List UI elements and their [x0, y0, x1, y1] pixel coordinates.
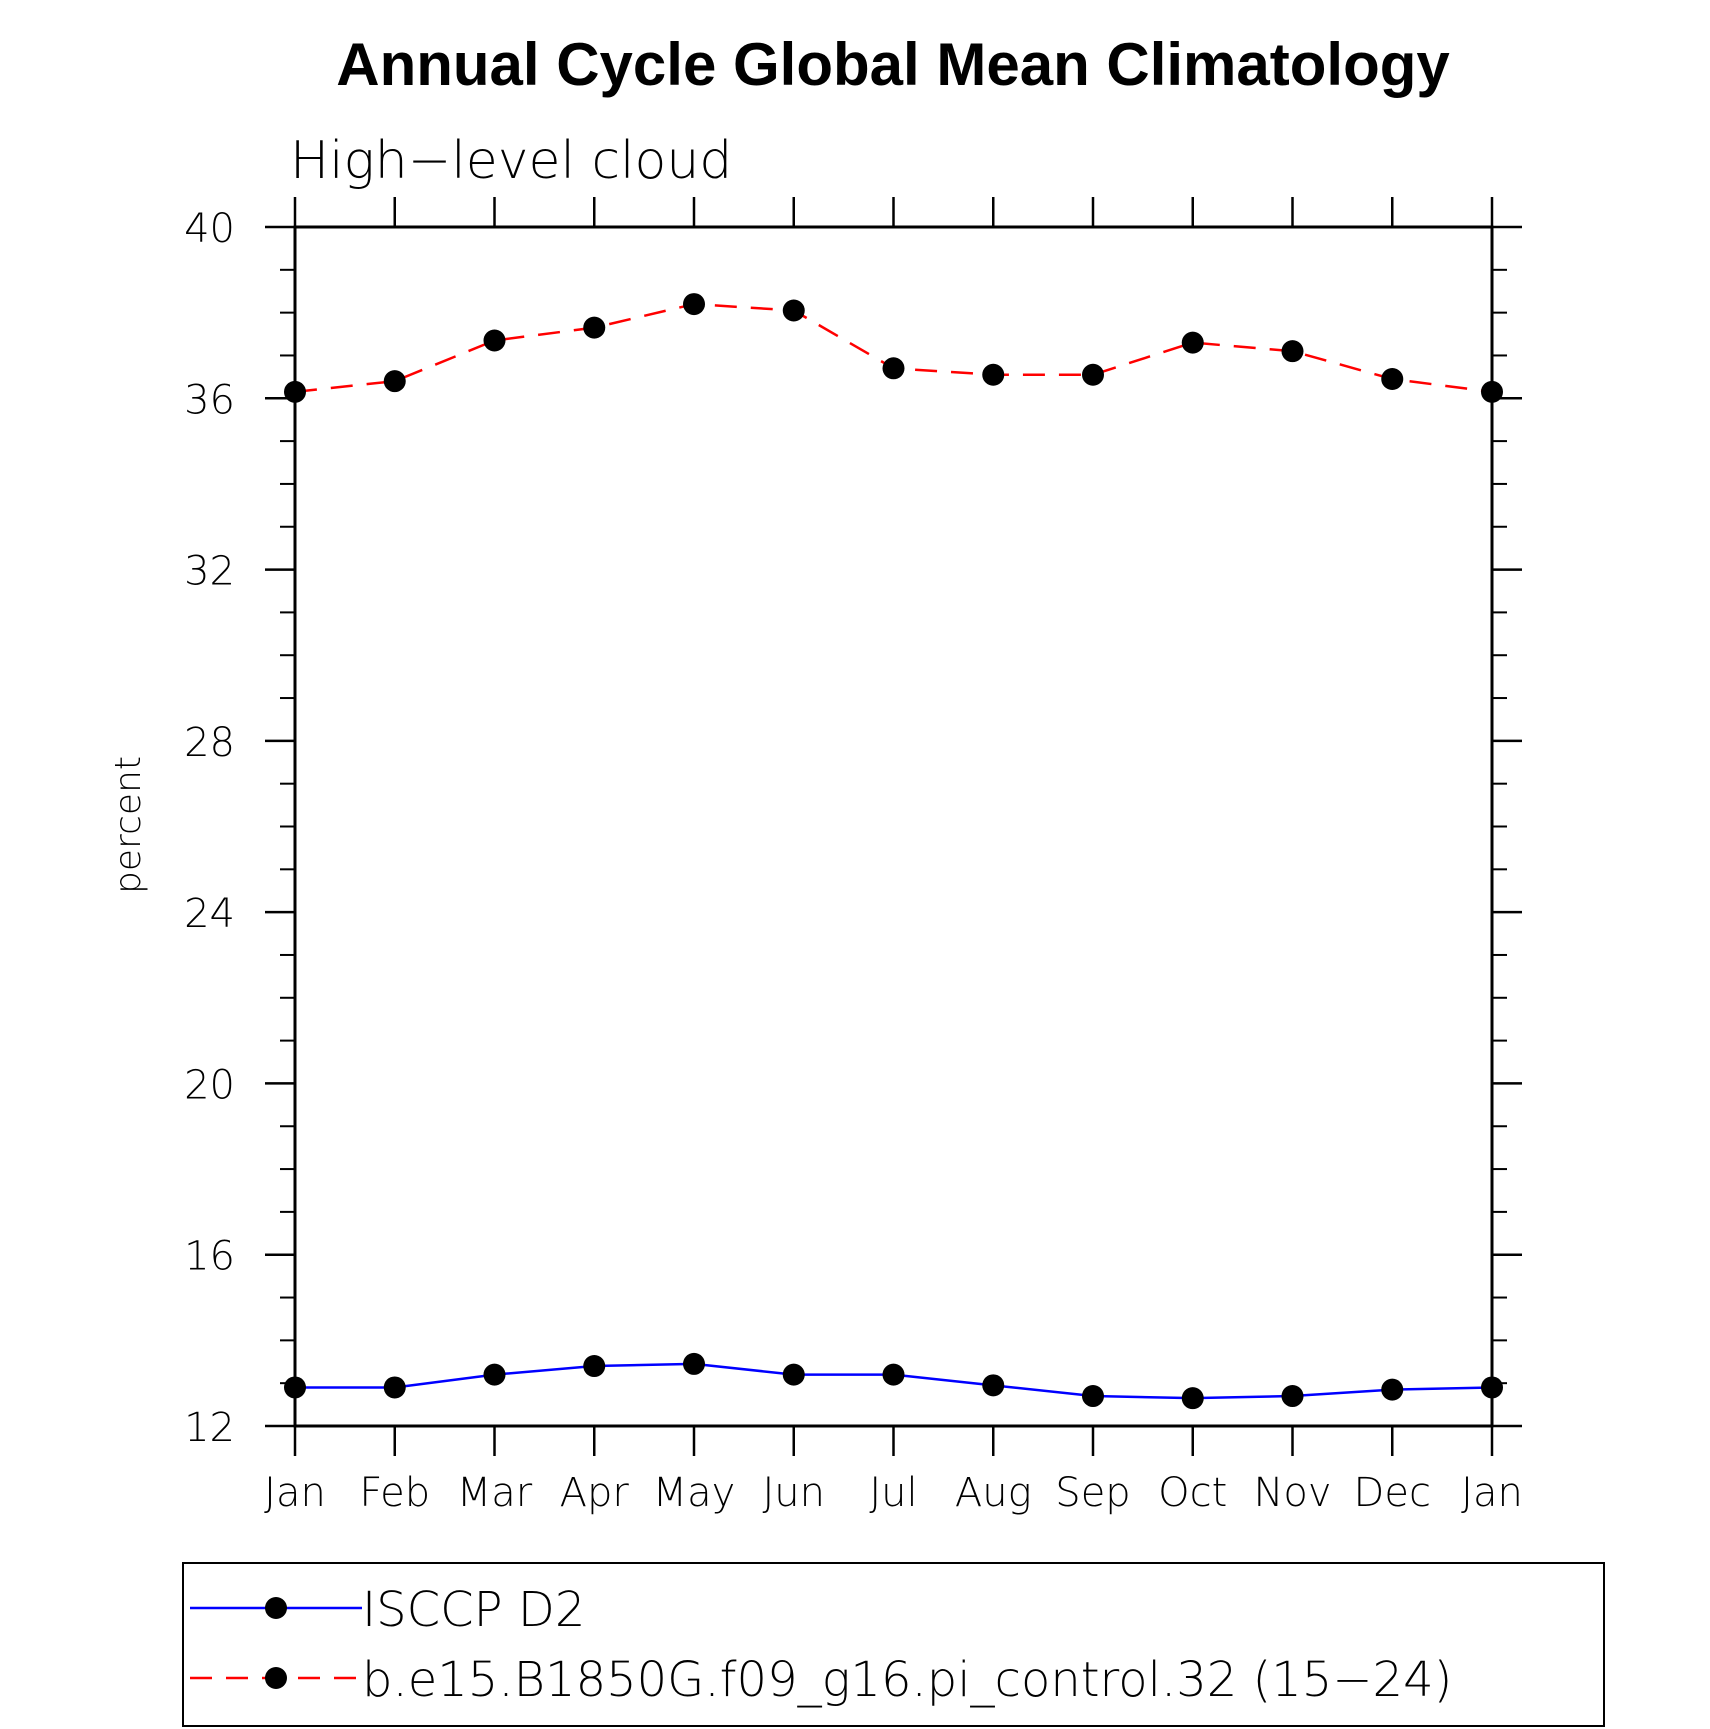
data-point-series-0: [882, 1363, 905, 1386]
data-point-series-0: [383, 1376, 406, 1399]
y-tick-label: 24: [184, 891, 235, 937]
x-tick-label: Jan: [264, 1470, 326, 1516]
data-point-series-1: [1381, 368, 1404, 391]
y-tick-label: 16: [184, 1234, 235, 1280]
plot-frame: [293, 225, 1494, 1428]
x-tick-label: Sep: [1055, 1470, 1130, 1516]
x-tick-label: Jan: [1461, 1470, 1523, 1516]
data-point-series-0: [782, 1363, 805, 1386]
x-tick-label: May: [653, 1470, 736, 1516]
data-point-series-1: [284, 380, 306, 403]
x-tick-label: Apr: [560, 1470, 630, 1516]
data-point-series-1: [683, 293, 705, 316]
data-point-series-0: [1281, 1385, 1304, 1408]
x-tick-label: Dec: [1354, 1470, 1431, 1516]
data-point-series-0: [982, 1374, 1005, 1397]
data-point-series-1: [882, 357, 905, 380]
chart-title: Annual Cycle Global Mean Climatology: [336, 31, 1450, 98]
data-point-series-1: [1281, 340, 1304, 363]
data-point-series-1: [1082, 363, 1104, 386]
data-point-series-0: [483, 1363, 506, 1386]
data-point-series-0: [683, 1352, 705, 1375]
x-tick-label: Feb: [359, 1470, 430, 1516]
y-tick-label: 40: [184, 206, 235, 252]
data-point-series-1: [383, 370, 406, 393]
legend-marker-model: [265, 1667, 287, 1689]
y-tick-label: 28: [184, 720, 235, 766]
y-tick-label: 36: [184, 377, 235, 423]
x-tick-label: Mar: [457, 1470, 533, 1516]
data-point-series-0: [1381, 1378, 1404, 1401]
legend-marker-isccp: [265, 1597, 287, 1619]
legend-label-isccp: ISCCP D2: [362, 1582, 585, 1638]
data-point-series-0: [1181, 1387, 1204, 1410]
x-tick-label: Aug: [955, 1470, 1032, 1516]
data-point-series-1: [1481, 380, 1503, 403]
data-point-series-1: [1181, 331, 1204, 354]
data-point-series-1: [483, 329, 506, 352]
data-point-series-0: [583, 1355, 606, 1378]
legend-label-model: b.e15.B1850G.f09_g16.pi_control.32 (15−2…: [362, 1652, 1452, 1708]
x-tick-label: Nov: [1253, 1470, 1331, 1516]
y-tick-label: 32: [184, 549, 235, 595]
x-tick-label: Jun: [763, 1470, 826, 1516]
legend-box: [182, 1562, 1605, 1727]
data-point-series-0: [1481, 1376, 1503, 1399]
data-point-series-1: [982, 363, 1005, 386]
y-axis-label: percent: [108, 756, 149, 894]
data-point-series-0: [284, 1376, 306, 1399]
data-point-series-1: [782, 299, 805, 322]
x-tick-label: Oct: [1158, 1470, 1227, 1516]
axis-ticks: 12 16 20 24 28 32 36 40 Jan Feb Mar Apr May Jun Jul Aug…: [184, 197, 1523, 1516]
series-points: [284, 293, 1503, 1410]
y-tick-label: 20: [184, 1062, 235, 1108]
data-point-series-1: [583, 316, 606, 339]
y-tick-label: 12: [184, 1405, 235, 1451]
x-tick-label: Jul: [869, 1470, 917, 1516]
series-lines: [294, 302, 1493, 1400]
data-point-series-0: [1082, 1385, 1104, 1408]
chart-subtitle: High−level cloud: [290, 131, 732, 191]
